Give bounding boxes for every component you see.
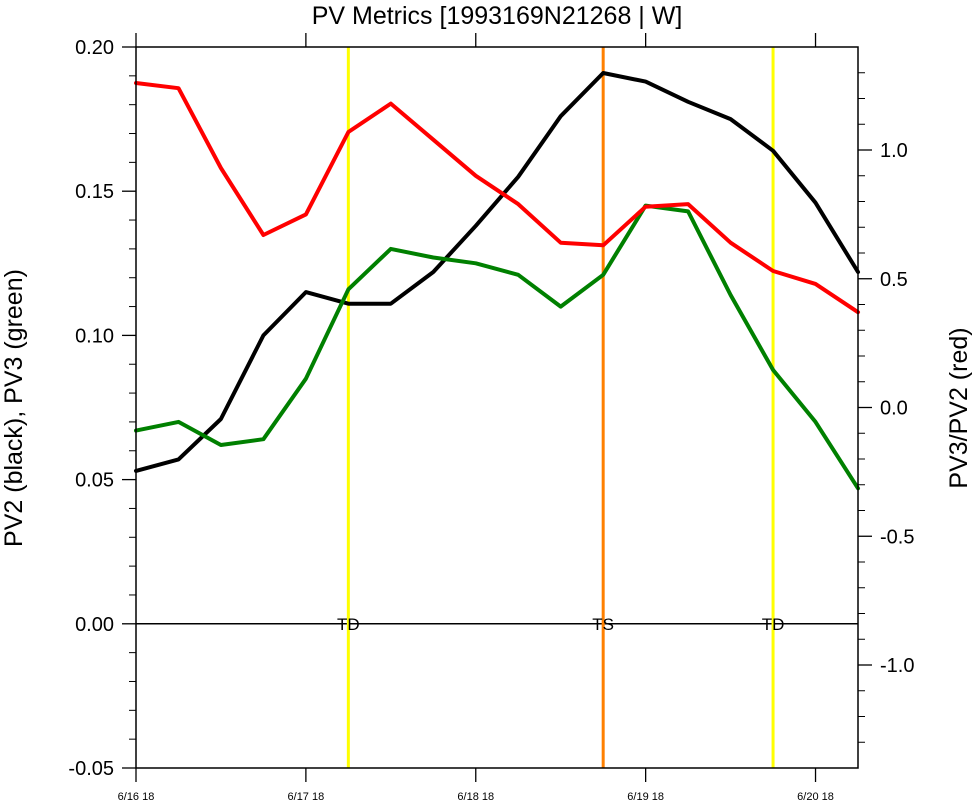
stage-labels: TD TS TD bbox=[337, 615, 784, 634]
series-line-pv2 bbox=[134, 71, 860, 473]
series-lines bbox=[134, 71, 860, 491]
stage-label-0: TD bbox=[337, 615, 360, 634]
left-axis-label: PV2 (black), PV3 (green) bbox=[0, 269, 28, 547]
x-tick-label: 6/19 18 bbox=[627, 791, 664, 803]
left-tick-label: 0.15 bbox=[75, 181, 114, 203]
x-tick-label: 6/18 18 bbox=[457, 791, 494, 803]
stage-label-2: TD bbox=[762, 615, 785, 634]
left-tick-label: 0.10 bbox=[75, 325, 114, 347]
left-tick-label: 0.00 bbox=[75, 614, 114, 636]
right-tick-label: 0.0 bbox=[880, 398, 908, 420]
axes: 0.20 0.15 0.10 0.05 0.00 -0.05 1.0 0.5 0.0 -0.5 -1… bbox=[68, 33, 914, 803]
right-tick-label: -0.5 bbox=[880, 526, 914, 548]
plot-frame bbox=[135, 46, 859, 769]
right-tick-label: -1.0 bbox=[880, 655, 914, 677]
right-axis-label: PV3/PV2 (red) bbox=[945, 327, 973, 488]
chart-title: PV Metrics [1993169N21268 | W] bbox=[312, 2, 683, 30]
right-tick-label: 1.0 bbox=[880, 140, 908, 162]
left-tick-label: 0.20 bbox=[75, 37, 114, 59]
left-tick-label: -0.05 bbox=[68, 758, 114, 780]
stage-label-1: TS bbox=[592, 615, 614, 634]
right-tick-label: 0.5 bbox=[880, 269, 908, 291]
left-tick-label: 0.05 bbox=[75, 470, 114, 492]
series-line-pv3 bbox=[134, 203, 860, 491]
x-tick-label: 6/17 18 bbox=[288, 791, 325, 803]
stage-lines bbox=[346, 47, 775, 768]
series-line-pv3-pv2 bbox=[134, 81, 860, 315]
x-tick-label: 6/16 18 bbox=[118, 791, 155, 803]
x-tick-label: 6/20 18 bbox=[797, 791, 834, 803]
